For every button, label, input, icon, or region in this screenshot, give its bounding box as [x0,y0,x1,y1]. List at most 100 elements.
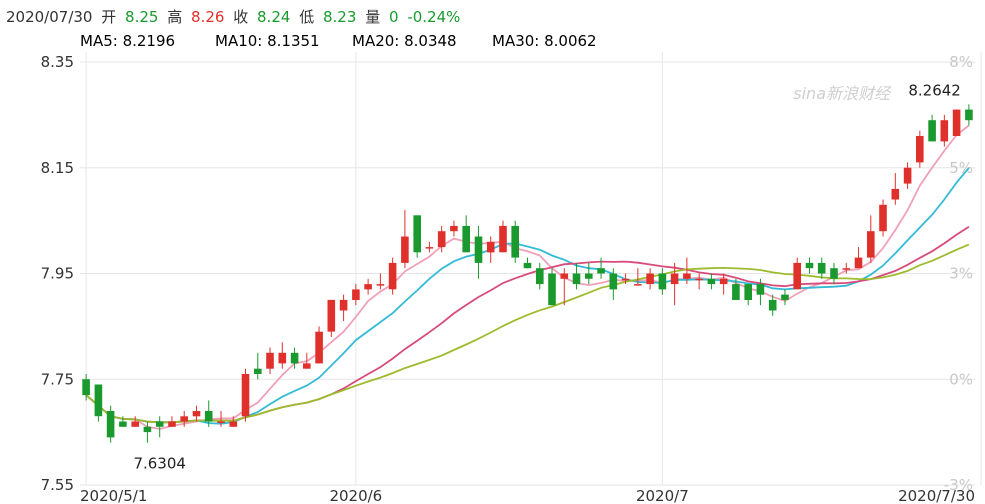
change-percent: -0.24% [407,8,461,26]
candle-body [339,299,348,311]
candle-body [474,236,483,263]
low-label: 低 [299,8,315,26]
candle-body [781,294,789,300]
price-annotation: 8.2642 [908,81,961,99]
candle-body [597,268,605,274]
y-tick-label: 7.55 [41,476,74,494]
pct-tick-label: 8% [949,53,973,71]
candle-body [192,411,201,417]
ma10-legend: MA10: 8.1351 [215,32,320,50]
candle-body [82,379,90,396]
candle-body [879,204,887,232]
watermark: sina新浪财经 [793,84,892,103]
quote-date: 2020/07/30 [6,8,93,26]
candle-body [658,273,667,290]
candle-body [805,262,814,269]
candle-body [217,421,225,423]
candle-body [928,120,936,142]
candle-body [303,363,311,369]
candle-body [695,278,703,281]
candle-body [768,299,777,311]
candle-body [106,411,115,438]
candle-body [940,120,949,142]
candle-body [155,421,164,427]
candle-body [229,421,238,427]
candle-body [621,278,630,281]
candle-body [462,225,470,253]
price-annotation: 7.6304 [133,454,186,472]
candle-body [119,421,127,427]
candle-body [315,331,323,364]
quote-header: 2020/07/30 开 8.25 高 8.26 收 8.24 低 8.23 量… [6,6,464,27]
pct-tick-label: 5% [949,159,973,177]
y-tick-label: 8.15 [41,159,74,177]
close-label: 收 [233,8,249,26]
high-value: 8.26 [191,8,225,26]
candle-body [609,273,618,290]
open-value: 8.25 [125,8,159,26]
volume-label: 量 [365,8,381,26]
candle-body [499,225,507,253]
close-value: 8.24 [257,8,291,26]
ma30-legend: MA30: 8.0062 [492,32,597,50]
candle-body [830,268,838,279]
candle-body [903,167,912,184]
x-tick-label: 2020/7 [636,487,689,504]
pct-tick-label: -3% [944,476,973,494]
y-tick-label: 7.95 [41,265,74,283]
candle-body [511,225,519,258]
candle-body [732,284,740,300]
candle-body [817,262,826,274]
candle-body [241,374,250,417]
candle-body [437,231,446,248]
candle-body [536,268,544,285]
candle-body [646,273,654,285]
candle-body [425,247,434,249]
candle-body [670,273,679,285]
candle-body [278,352,287,364]
x-tick-label: 2020/5/1 [80,487,147,504]
candle-body [131,421,139,427]
candle-body [327,299,336,332]
volume-value: 0 [388,8,399,26]
x-tick-label: 2020/6 [329,487,382,504]
candle-body [793,262,801,290]
candle-body [952,109,961,136]
candle-body [719,278,728,285]
candle-body [867,231,875,258]
candle-body [352,289,360,300]
candle-body [842,268,851,270]
ma5-legend: MA5: 8.2196 [80,32,176,50]
candle-body [965,109,973,121]
pct-tick-label: 3% [949,265,973,283]
ma10-line [85,167,970,425]
low-value: 8.23 [323,8,357,26]
x-tick-label: 2020/7/30 [898,487,975,504]
candle-body [560,273,569,279]
candle-body [450,225,458,232]
candle-body [94,384,103,417]
candle-body [364,284,372,290]
candle-body [854,257,863,269]
candle-body [204,411,213,422]
high-label: 高 [167,8,183,26]
candle-body [143,426,152,433]
open-label: 开 [101,8,117,26]
candle-body [254,368,262,374]
candle-body [683,273,691,279]
candle-body [413,215,421,253]
candle-body [401,236,409,263]
candle-body [486,241,495,253]
candle-body [548,273,556,306]
candle-body [388,262,397,290]
candle-body [634,284,642,286]
candle-body [266,352,274,369]
candle-body [572,273,581,285]
candle-body [168,421,176,427]
candle-body [523,262,532,269]
candle-body [756,284,765,295]
y-tick-label: 7.75 [41,370,74,388]
ma20-legend: MA20: 8.0348 [352,32,457,50]
candle-body [891,188,900,200]
candle-body [180,416,188,422]
